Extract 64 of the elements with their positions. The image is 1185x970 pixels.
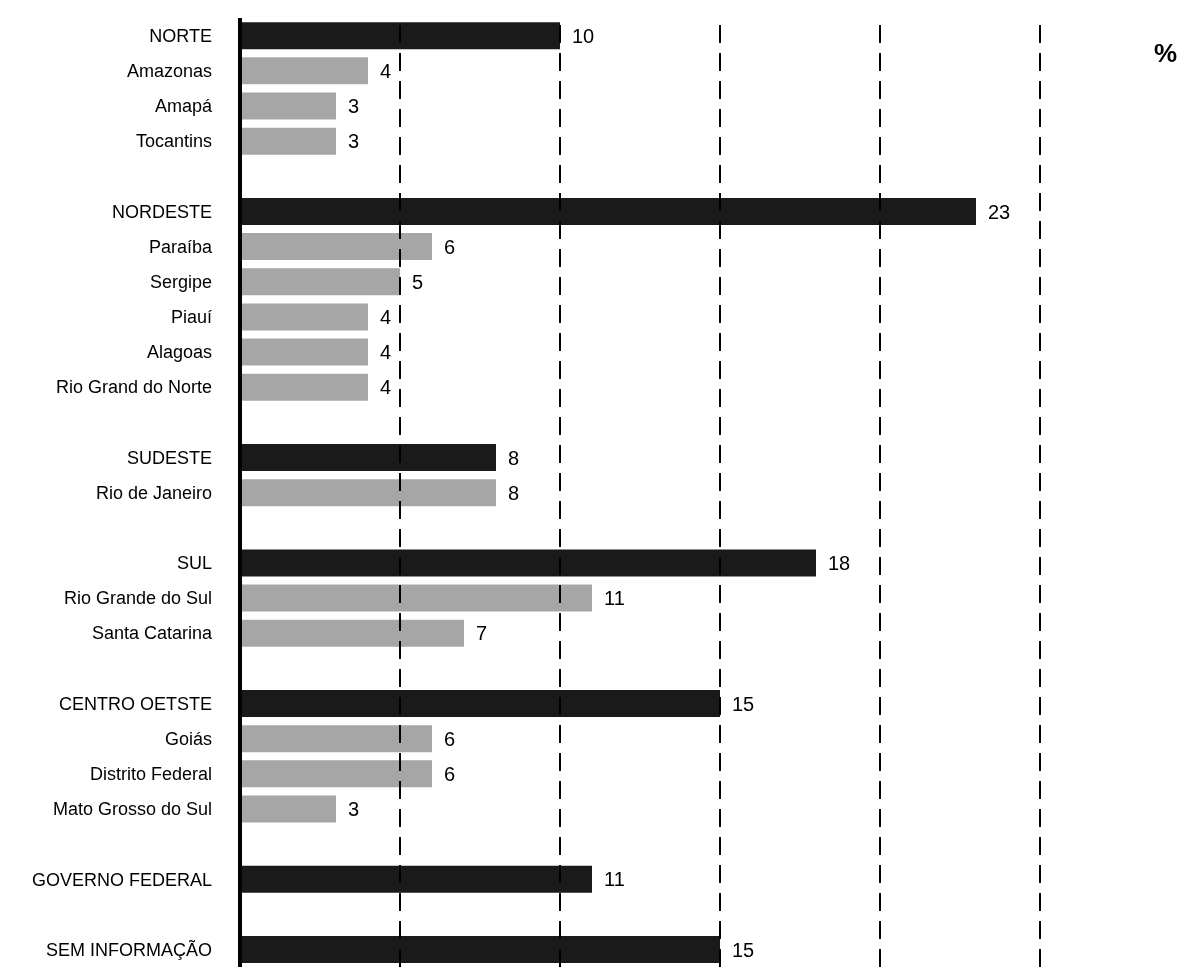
y-tick-label: Rio de Janeiro <box>95 482 212 503</box>
y-tick-label: Sergipe <box>149 272 212 292</box>
data-label: 15 <box>732 692 755 715</box>
bar <box>240 57 368 85</box>
y-tick-label: SUL <box>176 553 212 574</box>
y-tick-label: CENTRO OETSTE <box>58 693 212 714</box>
data-label: 3 <box>348 95 360 118</box>
y-tick-label: Santa Catarina <box>91 623 213 644</box>
bar <box>240 795 336 823</box>
data-label: 6 <box>444 762 456 785</box>
y-tick-label: Alagoas <box>146 342 212 363</box>
data-label: 18 <box>828 552 851 575</box>
bar <box>240 690 720 718</box>
bar <box>240 444 496 471</box>
data-label: 6 <box>444 235 456 258</box>
data-label: 8 <box>508 481 520 504</box>
data-label: 10 <box>572 24 595 47</box>
bar <box>240 22 560 50</box>
data-label: 4 <box>380 341 392 364</box>
bar <box>240 760 432 788</box>
y-tick-label: Rio Grand do Norte <box>55 377 212 398</box>
y-tick-label: NORTE <box>149 25 212 46</box>
data-label: 11 <box>604 587 625 610</box>
y-tick-label: Mato Grosso do Sul <box>52 799 212 820</box>
y-tick-label: SEM INFORMAÇÃO <box>45 938 212 960</box>
data-label: 4 <box>380 59 392 82</box>
bar <box>240 479 496 507</box>
data-label: 23 <box>988 200 1011 223</box>
bar <box>240 338 368 366</box>
data-label: 8 <box>508 446 520 469</box>
data-label: 5 <box>412 270 424 293</box>
y-tick-label: Amapá <box>154 96 213 117</box>
data-label: 4 <box>380 376 392 399</box>
bar <box>240 303 368 331</box>
y-tick-label: Distrito Federal <box>89 764 212 785</box>
y-tick-label: SUDESTE <box>126 447 212 468</box>
y-tick-label: Rio Grande do Sul <box>63 588 212 609</box>
y-tick-label: Piauí <box>170 307 212 328</box>
data-label: 4 <box>380 306 392 328</box>
y-tick-label: Amazonas <box>126 61 212 82</box>
data-label: 15 <box>732 938 755 961</box>
data-label: 3 <box>348 798 360 821</box>
y-tick-label: GOVERNO FEDERAL <box>31 869 212 890</box>
bar <box>240 584 592 612</box>
data-label: 6 <box>444 727 456 750</box>
bar <box>240 127 336 155</box>
bar <box>240 197 976 225</box>
bar <box>240 268 400 296</box>
y-tick-label: NORDESTE <box>111 201 212 222</box>
bar <box>240 725 432 753</box>
bar <box>240 936 720 964</box>
bar <box>240 373 368 401</box>
data-label: 11 <box>604 868 625 891</box>
bar <box>240 233 432 261</box>
bar <box>240 619 464 647</box>
bar <box>240 549 816 577</box>
y-tick-label: Tocantins <box>135 131 212 152</box>
y-tick-label: Paraíba <box>148 236 213 257</box>
bar <box>240 92 336 120</box>
bar <box>240 865 592 893</box>
data-label: 7 <box>476 622 488 645</box>
y-tick-label: Goiás <box>164 728 212 749</box>
data-label: 3 <box>348 130 360 153</box>
text: % <box>1153 38 1177 69</box>
